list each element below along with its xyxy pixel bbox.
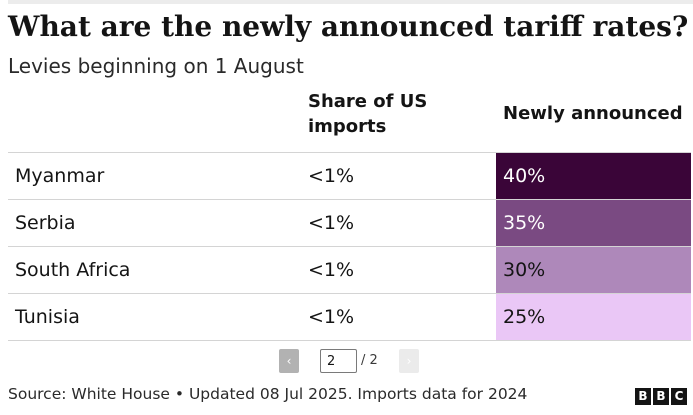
country-cell: Serbia <box>15 212 76 234</box>
column-header-rate: Newly announced <box>503 103 683 124</box>
table-row: Tunisia <1% 25% <box>8 294 691 341</box>
next-page-button[interactable]: › <box>399 349 419 373</box>
logo-letter-b1: B <box>635 388 651 405</box>
page-number-input[interactable] <box>320 349 357 373</box>
page-total-label: / 2 <box>361 353 378 368</box>
prev-page-button[interactable]: ‹ <box>279 349 299 373</box>
rate-cell: 30% <box>496 247 691 293</box>
share-cell: <1% <box>308 259 355 281</box>
logo-letter-b2: B <box>653 388 669 405</box>
source-note: Source: White House • Updated 08 Jul 202… <box>8 385 528 403</box>
chevron-right-icon: › <box>406 354 412 368</box>
share-cell: <1% <box>308 165 355 187</box>
chart-subtitle: Levies beginning on 1 August <box>8 54 304 78</box>
bbc-logo: B B C <box>635 388 687 405</box>
logo-letter-c: C <box>671 388 687 405</box>
rate-cell: 35% <box>496 200 691 246</box>
chevron-left-icon: ‹ <box>286 354 292 368</box>
top-rule <box>8 0 693 4</box>
country-cell: South Africa <box>15 259 131 281</box>
tariff-table: Share of US imports Newly announced Myan… <box>8 86 691 341</box>
table-row: Myanmar <1% 40% <box>8 153 691 200</box>
country-cell: Myanmar <box>15 165 105 187</box>
share-cell: <1% <box>308 212 355 234</box>
share-cell: <1% <box>308 306 355 328</box>
country-cell: Tunisia <box>15 306 80 328</box>
table-row: Serbia <1% 35% <box>8 200 691 247</box>
table-header: Share of US imports Newly announced <box>8 86 691 153</box>
rate-cell: 25% <box>496 294 691 340</box>
chart-title: What are the newly announced tariff rate… <box>8 10 689 43</box>
column-header-share: Share of US imports <box>308 91 428 137</box>
table-row: South Africa <1% 30% <box>8 247 691 294</box>
rate-cell: 40% <box>496 153 691 199</box>
